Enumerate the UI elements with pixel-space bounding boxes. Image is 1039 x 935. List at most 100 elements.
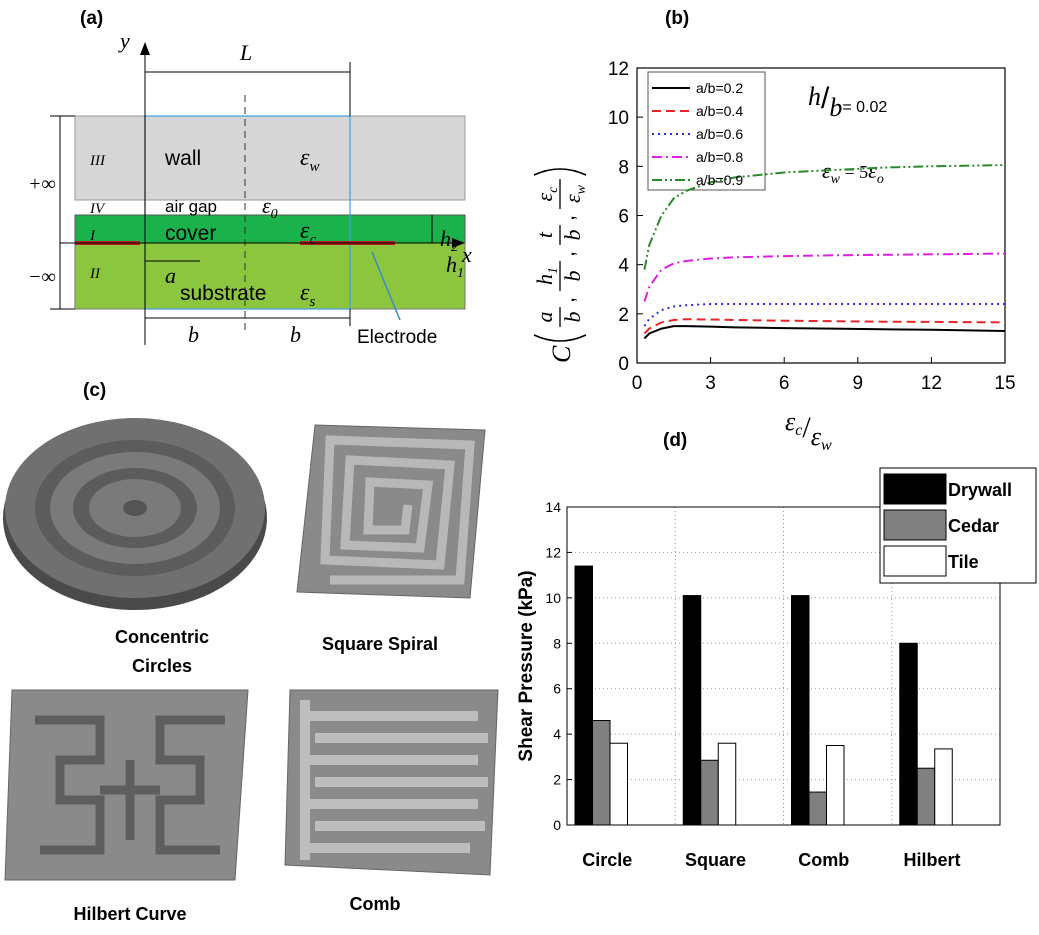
y-tick-label: 2 xyxy=(553,772,561,788)
panel-label: (d) xyxy=(663,430,687,451)
wall-layer xyxy=(75,116,465,200)
infinity-label: +∞ xyxy=(28,173,56,195)
y-tick-label: 0 xyxy=(618,354,629,375)
function-symbol: C xyxy=(547,345,576,363)
bar xyxy=(792,596,810,825)
design-caption: Hilbert Curve xyxy=(73,904,186,924)
legend-label: a/b=0.6 xyxy=(696,126,743,142)
x-axis-label: εc/εw xyxy=(785,407,832,454)
annotation: h/b= 0.02 xyxy=(808,82,887,122)
fraction-numerator: εc xyxy=(532,186,561,202)
designs: Concentric Circles Square Spiral Hilbert… xyxy=(3,418,498,924)
bar xyxy=(701,760,719,825)
region-numeral: III xyxy=(89,153,106,169)
legend-label: a/b=0.9 xyxy=(696,172,743,188)
design-caption: Square Spiral xyxy=(322,634,438,654)
x-tick-label: 6 xyxy=(779,373,790,394)
series-line xyxy=(644,326,1005,338)
axis-label: y xyxy=(118,28,130,53)
y-tick-label: 10 xyxy=(545,590,561,606)
fraction-denominator: b xyxy=(560,271,585,282)
series-line xyxy=(644,254,1005,302)
symbol: b xyxy=(560,230,585,241)
symbol: ε xyxy=(560,194,585,203)
symbol: h xyxy=(532,274,557,285)
y-tick-label: 14 xyxy=(545,499,561,515)
y-tick-label: 8 xyxy=(618,157,629,178)
dimension-label: b xyxy=(188,322,199,347)
y-tick-label: 10 xyxy=(608,108,629,129)
symbol: b xyxy=(560,271,585,282)
annotation: εw = 5εo xyxy=(822,158,884,187)
region-name: substrate xyxy=(180,282,266,305)
subscript: 1 xyxy=(546,267,561,274)
region-name: wall xyxy=(164,147,201,170)
symbol: ε xyxy=(532,192,557,201)
region-numeral: I xyxy=(89,228,96,244)
region-name: air gap xyxy=(165,197,217,216)
subscript: w xyxy=(574,184,589,194)
dimension-label: a xyxy=(165,263,176,288)
x-tick-label: 9 xyxy=(853,373,864,394)
x-tick-label: Hilbert xyxy=(903,850,960,870)
legend-label: Drywall xyxy=(948,480,1012,500)
x-tick-label: 15 xyxy=(994,373,1015,394)
fraction-numerator: a xyxy=(532,312,557,323)
bar xyxy=(827,746,845,826)
bar xyxy=(683,596,701,825)
fraction-numerator: h1 xyxy=(532,267,561,285)
y-tick-label: 12 xyxy=(545,544,561,560)
y-tick-label: 8 xyxy=(553,635,561,651)
design-caption: Concentric xyxy=(115,627,209,647)
x-tick-label: 3 xyxy=(705,373,716,394)
bar xyxy=(900,643,918,825)
legend-label: Cedar xyxy=(948,516,999,536)
dimension-label: b xyxy=(290,322,301,347)
x-tick-label: Square xyxy=(685,850,746,870)
legend-label: a/b=0.8 xyxy=(696,149,743,165)
x-tick-label: Circle xyxy=(582,850,632,870)
design-shape xyxy=(123,500,147,516)
legend-label: a/b=0.2 xyxy=(696,80,743,96)
fraction-denominator: b xyxy=(560,230,585,241)
legend-label: Tile xyxy=(948,552,979,572)
bar xyxy=(809,792,827,825)
bar xyxy=(935,749,953,825)
x-tick-label: 12 xyxy=(921,373,942,394)
fraction-denominator: b xyxy=(560,312,585,323)
bar xyxy=(575,566,593,825)
symbol: a xyxy=(532,312,557,323)
subscript: c xyxy=(546,186,561,193)
separator: , xyxy=(554,297,579,303)
legend-label: a/b=0.4 xyxy=(696,103,743,119)
y-tick-label: 4 xyxy=(553,726,561,742)
x-tick-label: Comb xyxy=(798,850,849,870)
infinity-label: −∞ xyxy=(28,266,56,288)
region-numeral: IV xyxy=(89,201,106,217)
panel-label: (a) xyxy=(80,8,103,29)
bar xyxy=(718,743,736,825)
region-numeral: II xyxy=(89,266,101,282)
electrode-label: Electrode xyxy=(357,327,437,348)
parenthesis xyxy=(534,169,586,175)
panel-label: (c) xyxy=(83,380,106,401)
separator: , xyxy=(554,251,579,257)
separator: , xyxy=(554,215,579,221)
y-tick-label: 0 xyxy=(553,817,561,833)
panel-label: (b) xyxy=(665,8,689,29)
fraction-denominator: εw xyxy=(560,184,589,203)
y-tick-label: 12 xyxy=(608,59,629,80)
y-tick-label: 4 xyxy=(618,256,629,277)
parenthesis xyxy=(534,335,586,341)
y-axis-label: Shear Pressure (kPa) xyxy=(516,570,537,761)
legend-swatch xyxy=(884,510,946,540)
figure: (a) (b) (c) (d) y x L a b b +∞ −∞ III wa… xyxy=(0,0,1039,935)
fraction-numerator: t xyxy=(532,231,557,238)
bar xyxy=(917,768,935,825)
symbol: b xyxy=(560,312,585,323)
bar xyxy=(610,743,628,825)
bar xyxy=(593,721,611,825)
y-tick-label: 6 xyxy=(618,207,629,228)
design-caption: Comb xyxy=(350,894,401,914)
